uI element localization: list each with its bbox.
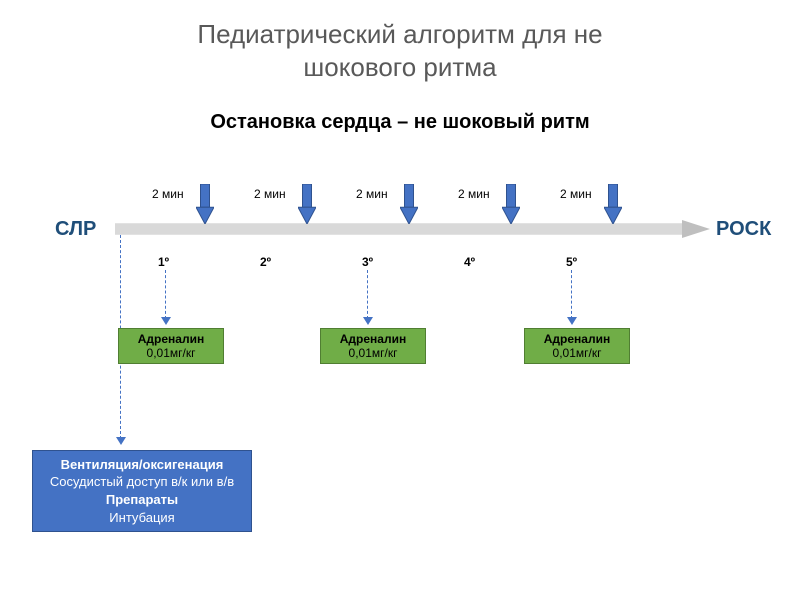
initial-action-line: Вентиляция/оксигенация [33,456,251,474]
ordinal-label: 3º [362,255,373,269]
adrenaline-title: Адреналин [119,332,223,346]
adrenaline-box: Адреналин0,01мг/кг [320,328,426,364]
interval-label: 2 мин [560,187,592,201]
adrenaline-box: Адреналин0,01мг/кг [118,328,224,364]
title-line-2: шокового ритма [303,52,496,82]
interval-label: 2 мин [458,187,490,201]
adrenaline-dose: 0,01мг/кг [119,346,223,360]
interval-label: 2 мин [152,187,184,201]
dashed-arrowhead-icon [363,317,373,325]
adrenaline-title: Адреналин [321,332,425,346]
ordinal-label: 4º [464,255,475,269]
dashed-arrowhead-icon [161,317,171,325]
dashed-arrowhead-icon [567,317,577,325]
ordinal-label: 2º [260,255,271,269]
ordinal-label: 1º [158,255,169,269]
checkpoint-arrow-icon [502,184,520,224]
initial-action-line: Интубация [33,509,251,527]
adrenaline-dose: 0,01мг/кг [525,346,629,360]
initial-action-line: Препараты [33,491,251,509]
interval-label: 2 мин [254,187,286,201]
dashed-connector [367,270,368,319]
checkpoint-arrow-icon [298,184,316,224]
adrenaline-box: Адреналин0,01мг/кг [524,328,630,364]
checkpoint-arrow-icon [604,184,622,224]
initial-action-line: Сосудистый доступ в/к или в/в [33,473,251,491]
cpr-label: СЛР [55,218,96,241]
ordinal-label: 5º [566,255,577,269]
dashed-connector [571,270,572,319]
page-title: Педиатрический алгоритм для не шокового … [0,0,800,83]
title-line-1: Педиатрический алгоритм для не [197,19,602,49]
algorithm-diagram: СЛР РОСК 2 мин 2 мин 2 мин 2 мин 2 мин 1º 2º 3… [0,160,800,580]
rosc-label: РОСК [716,218,771,241]
adrenaline-dose: 0,01мг/кг [321,346,425,360]
interval-label: 2 мин [356,187,388,201]
adrenaline-title: Адреналин [525,332,629,346]
subtitle: Остановка сердца – не шоковый ритм [0,111,800,134]
dashed-connector [165,270,166,319]
checkpoint-arrow-icon [400,184,418,224]
checkpoint-arrow-icon [196,184,214,224]
initial-actions-box: Вентиляция/оксигенацияСосудистый доступ … [32,450,252,532]
dashed-arrowhead-icon [116,437,126,445]
